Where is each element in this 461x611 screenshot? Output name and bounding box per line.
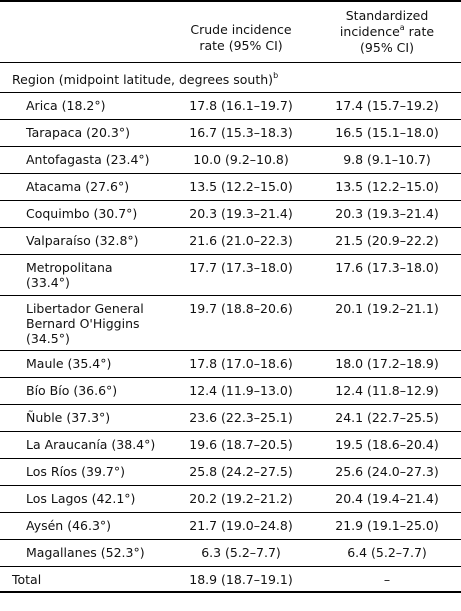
row-region: Atacama (27.6°) [26, 179, 130, 194]
row-crude: 19.6 (18.7–20.5) [189, 437, 293, 452]
row-rule [0, 485, 461, 486]
row-rule [0, 512, 461, 513]
header-rule [0, 62, 461, 63]
row-region: Metropolitana (33.4°) [26, 260, 113, 290]
row-standardized: 25.6 (24.0–27.3) [335, 464, 439, 479]
row-crude: 25.8 (24.2–27.5) [189, 464, 293, 479]
section-label: Region (midpoint latitude, degrees south… [12, 70, 279, 88]
row-standardized: 21.5 (20.9–22.2) [335, 233, 439, 248]
header-std-line1: Standardized [345, 8, 429, 23]
row-region: Antofagasta (23.4°) [26, 152, 150, 167]
row-rule [0, 404, 461, 405]
row-region: Magallanes (52.3°) [26, 545, 145, 560]
header-std-line3: (95% CI) [360, 40, 414, 55]
header-std-line2: incidencea rate [317, 22, 457, 40]
row-standardized: 9.8 (9.1–10.7) [343, 152, 431, 167]
row-standardized: 16.5 (15.1–18.0) [335, 125, 439, 140]
row-rule [0, 377, 461, 378]
row-crude: 23.6 (22.3–25.1) [189, 410, 293, 425]
row-region: Tarapaca (20.3°) [26, 125, 130, 140]
row-rule [0, 254, 461, 255]
row-rule [0, 458, 461, 459]
row-rule [0, 350, 461, 351]
row-standardized: 20.4 (19.4–21.4) [335, 491, 439, 506]
header-crude-line2: rate (95% CI) [199, 38, 283, 53]
footnote-b-marker: b [273, 70, 279, 80]
row-region: La Araucanía (38.4°) [26, 437, 156, 452]
row-region: Bío Bío (36.6°) [26, 383, 118, 398]
row-rule [0, 227, 461, 228]
row-rule [0, 566, 461, 567]
header-crude: Crude incidence rate (95% CI) [186, 22, 296, 54]
row-crude: 16.7 (15.3–18.3) [189, 125, 293, 140]
header-std-line2-rate: rate [404, 24, 435, 39]
row-standardized: 12.4 (11.8–12.9) [335, 383, 439, 398]
row-region: Ñuble (37.3°) [26, 410, 111, 425]
header-std-line2-text: incidence [339, 24, 400, 39]
row-standardized: 19.5 (18.6–20.4) [335, 437, 439, 452]
header-crude-line1: Crude incidence [190, 22, 292, 37]
row-region: Valparaíso (32.8°) [26, 233, 139, 248]
footnote-a-marker: a [399, 22, 405, 32]
row-rule [0, 200, 461, 201]
row-standardized: 6.4 (5.2–7.7) [347, 545, 427, 560]
row-crude: 17.8 (17.0–18.6) [189, 356, 293, 371]
row-standardized: 13.5 (12.2–15.0) [335, 179, 439, 194]
row-standardized: 24.1 (22.7–25.5) [335, 410, 439, 425]
row-crude: 20.3 (19.3–21.4) [189, 206, 293, 221]
row-crude: 10.0 (9.2–10.8) [193, 152, 289, 167]
row-crude: 21.6 (21.0–22.3) [189, 233, 293, 248]
row-rule [0, 431, 461, 432]
section-label-text: Region (midpoint latitude, degrees south… [12, 72, 274, 87]
top-rule [0, 0, 461, 2]
row-region: Aysén (46.3°) [26, 518, 112, 533]
row-crude: 12.4 (11.9–13.0) [189, 383, 293, 398]
row-standardized: 21.9 (19.1–25.0) [335, 518, 439, 533]
section-rule [0, 92, 461, 93]
bottom-rule [0, 591, 461, 593]
row-region: Arica (18.2°) [26, 98, 106, 113]
row-region: Los Lagos (42.1°) [26, 491, 136, 506]
row-rule [0, 146, 461, 147]
row-crude: 6.3 (5.2–7.7) [201, 545, 281, 560]
total-standardized: – [383, 572, 391, 587]
row-crude: 20.2 (19.2–21.2) [189, 491, 293, 506]
row-region: Los Ríos (39.7°) [26, 464, 126, 479]
row-standardized: 20.3 (19.3–21.4) [335, 206, 439, 221]
row-crude: 13.5 (12.2–15.0) [189, 179, 293, 194]
total-crude: 18.9 (18.7–19.1) [189, 572, 293, 587]
row-crude: 21.7 (19.0–24.8) [189, 518, 293, 533]
row-standardized: 17.6 (17.3–18.0) [335, 260, 439, 275]
row-region: Coquimbo (30.7°) [26, 206, 138, 221]
row-crude: 17.8 (16.1–19.7) [189, 98, 293, 113]
row-crude: 19.7 (18.8–20.6) [189, 301, 293, 316]
total-label: Total [12, 572, 42, 587]
row-region: Maule (35.4°) [26, 356, 112, 371]
header-standardized: Standardized incidencea rate (95% CI) [317, 8, 457, 56]
row-rule [0, 173, 461, 174]
row-standardized: 18.0 (17.2–18.9) [335, 356, 439, 371]
row-rule [0, 295, 461, 296]
row-rule [0, 539, 461, 540]
row-rule [0, 119, 461, 120]
row-standardized: 20.1 (19.2–21.1) [335, 301, 439, 316]
row-region: Libertador General Bernard O'Higgins (34… [26, 301, 144, 346]
row-crude: 17.7 (17.3–18.0) [189, 260, 293, 275]
row-standardized: 17.4 (15.7–19.2) [335, 98, 439, 113]
